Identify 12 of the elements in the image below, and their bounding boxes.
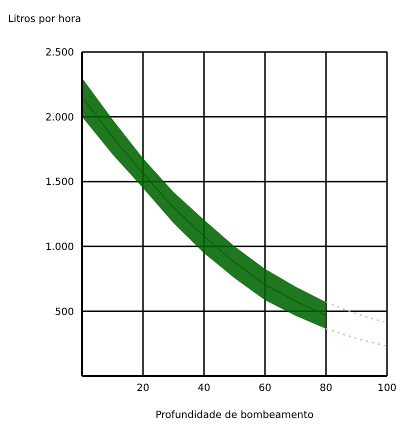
- y-tick-label: 1.000: [45, 242, 74, 253]
- x-tick-label: 40: [198, 383, 210, 394]
- x-tick-label: 60: [258, 383, 272, 394]
- y-axis-title: Litros por hora: [8, 14, 82, 25]
- y-tick-label: 2.500: [45, 48, 74, 59]
- x-axis-title: Profundidade de bombeamento: [154, 410, 315, 421]
- x-tick-label: 80: [320, 383, 332, 394]
- y-tick-label: 500: [54, 306, 74, 318]
- y-tick-label: 1.500: [45, 177, 74, 188]
- x-tick-label: 100: [377, 383, 397, 394]
- x-tick-label: 20: [136, 383, 150, 394]
- y-tick-label: 2.000: [45, 112, 74, 124]
